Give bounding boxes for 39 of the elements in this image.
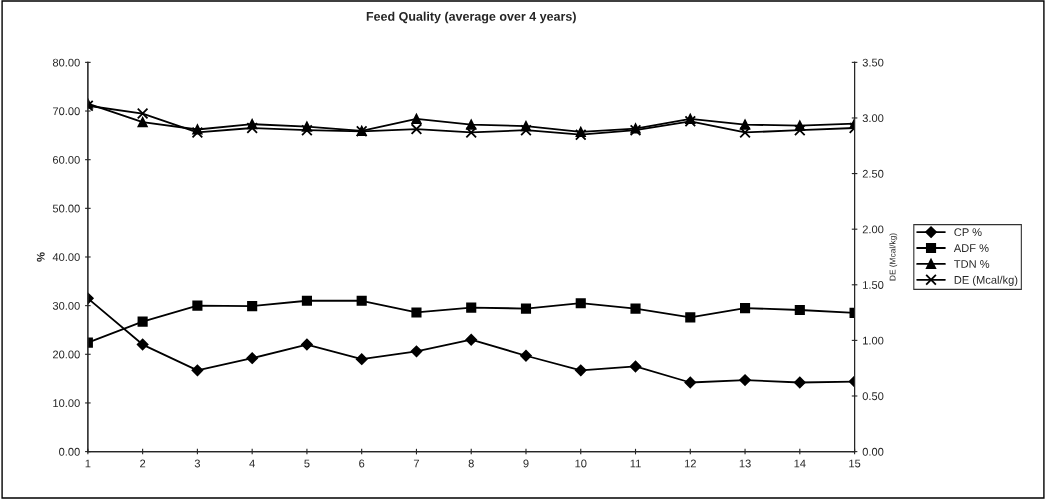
legend-label: DE (Mcal/kg) — [954, 275, 1018, 287]
x-tick-label: 14 — [794, 459, 806, 468]
x-tick-label: 5 — [304, 459, 310, 468]
y2-tick-label: 3.00 — [862, 114, 884, 123]
legend-label: CP % — [954, 228, 982, 237]
x-tick-label: 11 — [630, 459, 641, 468]
y-tick-label: 0.00 — [59, 447, 80, 456]
chart-title: Feed Quality (average over 4 years) — [366, 11, 576, 24]
y2-axis-title: DE (Mcal/kg) — [889, 233, 898, 281]
y-tick-label: 30.00 — [52, 301, 80, 310]
y2-tick-label: 0.00 — [862, 447, 884, 456]
y-tick-label: 40.00 — [52, 253, 80, 262]
x-tick-label: 15 — [849, 459, 861, 468]
legend-label: ADF % — [953, 244, 989, 252]
x-tick-label: 8 — [468, 459, 474, 468]
y2-tick-label: 3.50 — [862, 58, 884, 67]
y2-tick-label: 1.50 — [863, 281, 884, 289]
x-tick-label: 9 — [523, 459, 529, 468]
y-tick-label: 60.00 — [52, 155, 80, 164]
x-tick-label: 4 — [249, 459, 255, 468]
y-tick-label: 10.00 — [53, 399, 80, 408]
y2-tick-label: 2.50 — [862, 169, 884, 178]
y2-tick-label: 2.00 — [862, 225, 884, 234]
x-tick-label: 6 — [359, 459, 365, 468]
x-tick-label: 2 — [140, 459, 146, 468]
x-tick-label: 10 — [575, 459, 587, 468]
y-axis-title: % — [36, 252, 45, 262]
y-tick-label: 50.00 — [52, 204, 80, 213]
x-tick-label: 7 — [413, 459, 419, 468]
x-tick-label: 13 — [739, 459, 751, 468]
x-tick-label: 12 — [684, 459, 696, 468]
y-tick-label: 80.00 — [52, 58, 80, 67]
y2-tick-label: 0.50 — [862, 392, 884, 401]
y2-tick-label: 1.00 — [863, 336, 884, 345]
legend-label: TDN % — [954, 260, 990, 268]
y-tick-label: 70.00 — [52, 107, 80, 116]
x-tick-label: 3 — [194, 459, 200, 468]
y-tick-label: 20.00 — [52, 350, 80, 359]
x-tick-label: 1 — [85, 459, 91, 468]
